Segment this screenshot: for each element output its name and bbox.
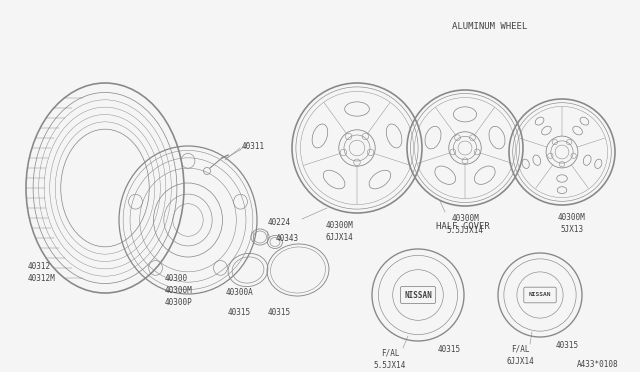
Text: 40300A: 40300A [226,288,253,297]
Text: 40315: 40315 [228,308,251,317]
Text: 40315: 40315 [268,308,291,317]
Text: 40300M
6JJX14: 40300M 6JJX14 [325,221,353,242]
Text: ALUMINUM WHEEL: ALUMINUM WHEEL [452,22,527,31]
Text: NISSAN: NISSAN [529,292,551,298]
Text: 40224: 40224 [268,218,291,227]
Text: 40300M
5JX13: 40300M 5JX13 [558,213,586,234]
Text: HALF COVER: HALF COVER [436,222,490,231]
Text: A433*0108: A433*0108 [577,360,618,369]
Text: 40315: 40315 [438,345,461,354]
Text: 40312
40312M: 40312 40312M [28,262,56,283]
Text: F/AL
6JJX14: F/AL 6JJX14 [506,345,534,366]
Text: 40315: 40315 [556,341,579,350]
Text: 40311: 40311 [242,142,265,151]
Text: 40300
40300M
40300P: 40300 40300M 40300P [165,274,193,307]
Text: F/AL
5.5JX14: F/AL 5.5JX14 [374,349,406,370]
Text: 40300M
5.5JJX14: 40300M 5.5JJX14 [447,214,483,235]
Text: NISSAN: NISSAN [404,291,432,299]
Text: 40343: 40343 [276,234,299,243]
